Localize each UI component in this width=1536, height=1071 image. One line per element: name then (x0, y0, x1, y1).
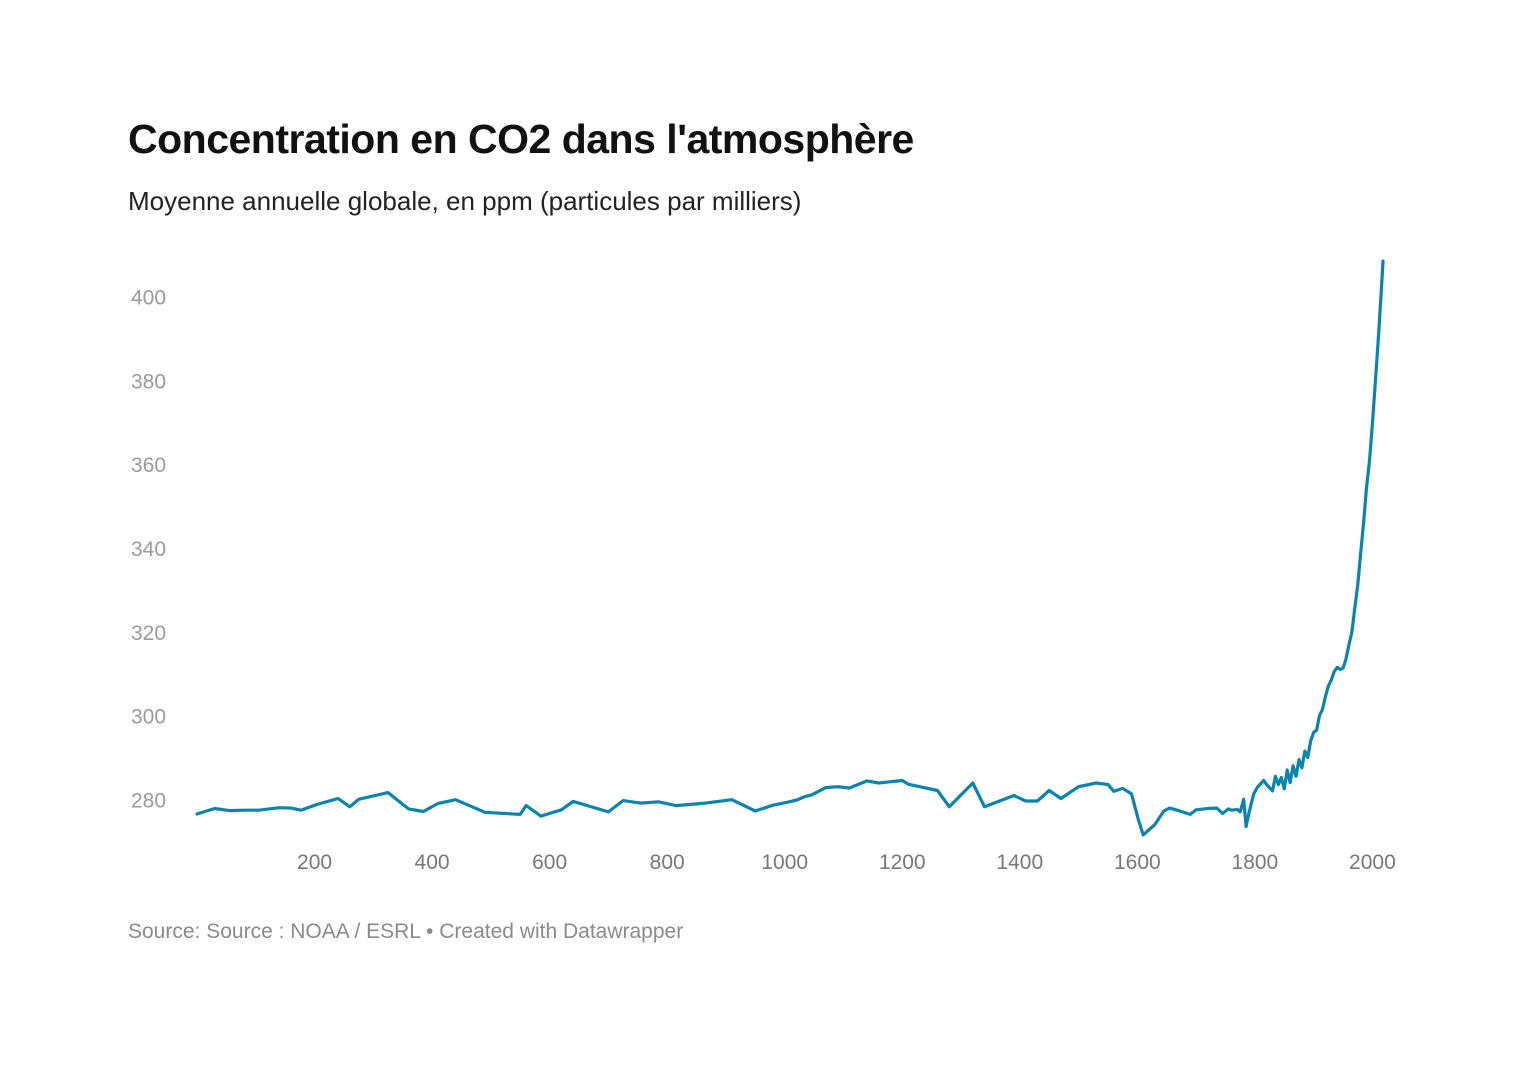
credit-link[interactable]: Created with Datawrapper (439, 920, 684, 943)
chart-subtitle: Moyenne annuelle globale, en ppm (partic… (128, 186, 802, 216)
x-tick-label: 1400 (996, 851, 1043, 874)
y-tick-label: 280 (131, 789, 166, 812)
series-line-co2 (195, 259, 1385, 837)
x-tick-label: 1600 (1114, 851, 1161, 874)
source-label: Source: (128, 920, 201, 943)
x-tick-label: 400 (415, 851, 450, 874)
x-axis: 200 400 600 800 1000 1200 1400 1600 1800 2000 (297, 851, 1396, 874)
y-tick-label: 300 (131, 706, 166, 729)
y-tick-label: 360 (131, 454, 166, 477)
chart-title: Concentration en CO2 dans l'atmosphère (128, 116, 914, 162)
x-tick-label: 800 (650, 851, 685, 874)
chart-footer: Source: Source : NOAA / ESRL • Created w… (128, 920, 683, 944)
series-group (195, 259, 1385, 837)
x-tick-label: 1200 (879, 851, 926, 874)
y-tick-label: 400 (131, 287, 166, 310)
y-tick-label: 380 (131, 370, 166, 393)
y-axis: 280 300 320 340 360 380 400 (131, 287, 166, 813)
x-tick-label: 1000 (761, 851, 808, 874)
x-tick-label: 200 (297, 851, 332, 874)
y-tick-label: 320 (131, 622, 166, 645)
x-tick-label: 1800 (1232, 851, 1279, 874)
x-tick-label: 2000 (1349, 851, 1396, 874)
x-tick-label: 600 (532, 851, 567, 874)
source-text: Source : NOAA / ESRL (206, 920, 421, 943)
y-tick-label: 340 (131, 538, 166, 561)
footer-separator: • (426, 920, 434, 943)
